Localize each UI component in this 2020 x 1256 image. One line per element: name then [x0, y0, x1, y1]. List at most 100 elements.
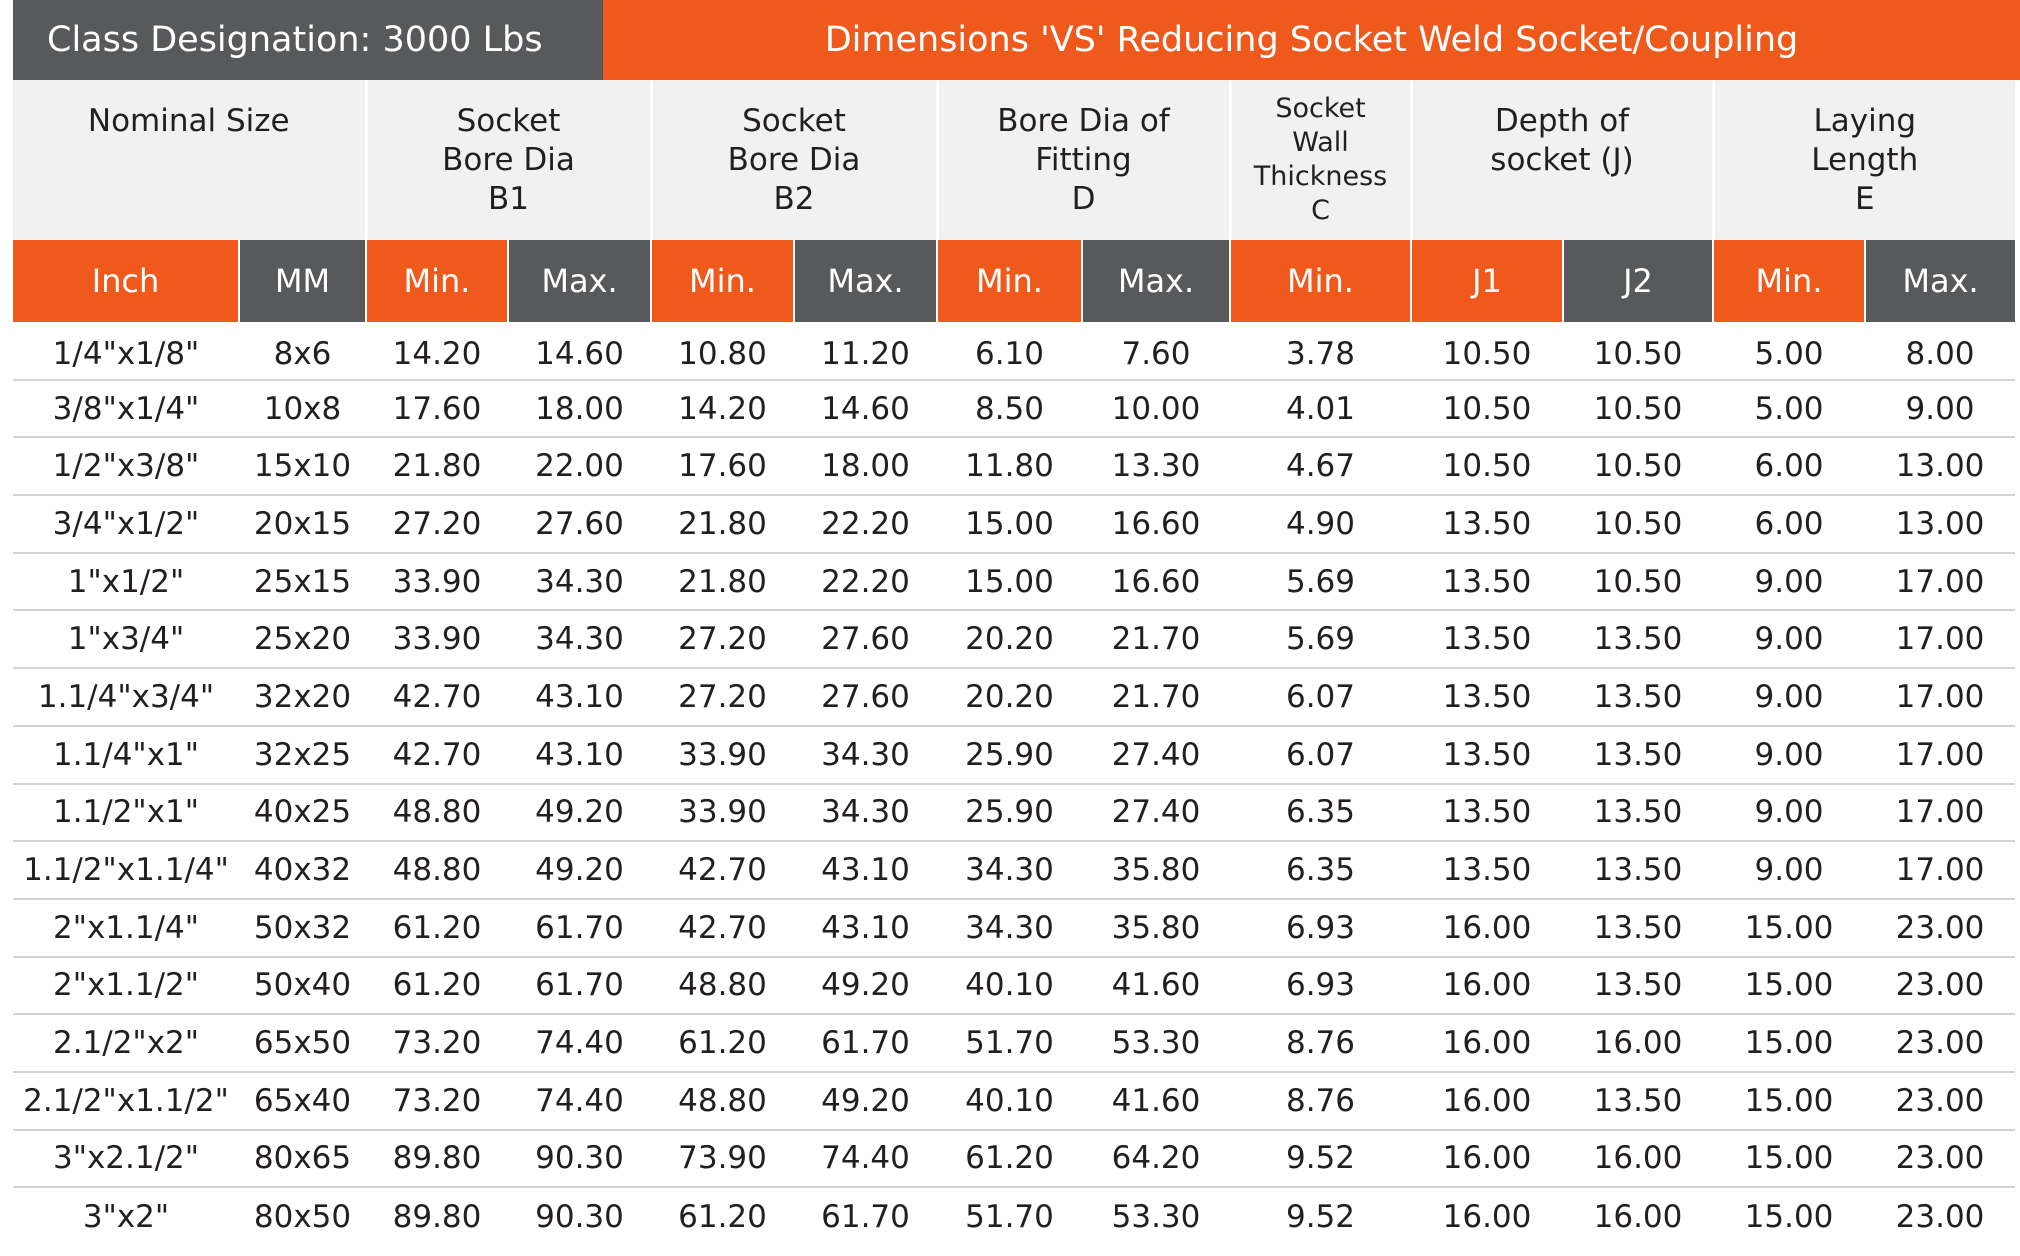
- cell-j1: 10.50: [1411, 437, 1563, 497]
- cell-b2-max: 27.60: [794, 668, 937, 727]
- cell-e-max: 23.00: [1865, 1129, 2016, 1189]
- cell-c-min: 4.67: [1230, 437, 1411, 497]
- cell-d-min: 20.20: [937, 610, 1082, 670]
- cell-b1-min: 61.20: [366, 898, 508, 958]
- cell-b2-min: 61.20: [651, 1014, 794, 1073]
- sub-header-b2-max: Max.: [794, 240, 938, 322]
- cell-d-min: 11.80: [937, 437, 1082, 497]
- cell-b2-max: 22.20: [794, 495, 937, 554]
- cell-c-min: 4.90: [1230, 495, 1411, 554]
- cell-j1: 16.00: [1442, 1198, 1532, 1235]
- sub-header-e-min: Min.: [1713, 240, 1867, 322]
- table-row: 1"x3/4" 25x20 33.90 34.30 27.20 27.60 20.20 21.…: [13, 610, 2016, 670]
- cell-b2-min: 48.80: [651, 956, 794, 1016]
- cell-j2: 10.50: [1563, 379, 1714, 439]
- cell-b1-max: 34.30: [508, 552, 651, 612]
- sub-header-row: Inch MM Min. Max. Min. Max. Min. Max. Mi…: [13, 240, 2016, 322]
- cell-j1: 16.00: [1411, 1014, 1563, 1073]
- cell-inch: 1.1/2"x1.1/4": [13, 841, 239, 900]
- cell-c-min: 3.78: [1230, 322, 1411, 381]
- cell-b2-min: 33.90: [651, 783, 794, 843]
- cell-d-max: 64.20: [1082, 1129, 1230, 1189]
- cell-d-max: 16.60: [1082, 495, 1230, 554]
- header-j-line: socket (J): [1490, 142, 1634, 178]
- cell-mm: 65x50: [239, 1014, 366, 1073]
- cell-c-min: 5.69: [1230, 610, 1411, 670]
- cell-j2: 10.50: [1563, 495, 1714, 554]
- cell-b1-min: 42.70: [366, 725, 508, 785]
- cell-b1-min: 89.80: [366, 1129, 508, 1189]
- cell-e-max: 23.00: [1865, 898, 2016, 958]
- cell-b2-min: 21.80: [651, 495, 794, 554]
- cell-e-min: 9.00: [1713, 610, 1866, 670]
- cell-c-min: 9.52: [1230, 1129, 1411, 1189]
- header-d-line: D: [1071, 181, 1096, 217]
- cell-b1-max: 49.20: [508, 783, 651, 843]
- cell-d-min: 15.00: [937, 495, 1082, 554]
- header-b2-line: B2: [773, 181, 815, 217]
- cell-j2: 13.50: [1563, 783, 1714, 843]
- cell-b2-max: 61.70: [821, 1198, 910, 1235]
- cell-j1: 13.50: [1411, 725, 1563, 785]
- cell-e-min: 9.00: [1713, 783, 1866, 843]
- cell-b2-min: 17.60: [651, 437, 794, 497]
- header-j-line: Depth of: [1494, 103, 1630, 139]
- cell-e-min: 9.00: [1713, 725, 1866, 785]
- header-b2-line: Socket: [742, 103, 846, 139]
- cell-c-min: 6.93: [1230, 956, 1411, 1016]
- cell-j1: 13.50: [1411, 783, 1563, 843]
- cell-mm: 80x65: [239, 1129, 366, 1189]
- cell-e-min: 5.00: [1713, 322, 1866, 381]
- cell-b1-max: 74.40: [508, 1014, 651, 1073]
- cell-b1-min: 21.80: [366, 437, 508, 497]
- cell-inch: 1.1/2"x1": [13, 783, 239, 843]
- cell-d-min: 20.20: [937, 668, 1082, 727]
- cell-b2-max: 43.10: [794, 841, 937, 900]
- sub-header-j1: J1: [1411, 240, 1564, 322]
- group-header-row: Nominal Size Socket Bore Dia B1 Socket B…: [13, 80, 2016, 240]
- cell-j2: 13.50: [1563, 1071, 1714, 1131]
- cell-b2-min: 42.70: [651, 841, 794, 900]
- cell-b2-max: 43.10: [794, 898, 937, 958]
- cell-b1-max: 18.00: [508, 379, 651, 439]
- dimensions-table: Nominal Size Socket Bore Dia B1 Socket B…: [13, 80, 2016, 1245]
- table-row: 1/2"x3/8" 15x10 21.80 22.00 17.60 18.00 11.80 1…: [13, 437, 2016, 497]
- cell-inch: 1.1/4"x3/4": [13, 668, 239, 727]
- header-c-line: Wall: [1292, 127, 1349, 158]
- cell-mm: 32x25: [239, 725, 366, 785]
- class-designation-title: Class Designation: 3000 Lbs: [13, 0, 603, 80]
- cell-b2-min: 61.20: [678, 1198, 767, 1235]
- cell-j1: 13.50: [1411, 552, 1563, 612]
- cell-e-max: 13.00: [1865, 437, 2016, 497]
- cell-b1-max: 74.40: [508, 1071, 651, 1131]
- sub-header-mm: MM: [239, 240, 367, 322]
- cell-e-min: 6.00: [1713, 437, 1866, 497]
- cell-d-max: 35.80: [1082, 898, 1230, 958]
- cell-b1-max: 43.10: [508, 725, 651, 785]
- table-row: 2.1/2"x1.1/2" 65x40 73.20 74.40 48.80 49.20 40…: [13, 1071, 2016, 1131]
- cell-e-max: 8.00: [1865, 322, 2016, 381]
- cell-mm: 80x50: [253, 1198, 352, 1235]
- cell-j1: 16.00: [1411, 898, 1563, 958]
- cell-mm: 25x15: [239, 552, 366, 612]
- cell-d-min: 51.70: [965, 1198, 1054, 1235]
- cell-j2: 13.50: [1563, 668, 1714, 727]
- table-row: 1.1/2"x1.1/4" 40x32 48.80 49.20 42.70 43.10 34…: [13, 841, 2016, 900]
- cell-d-max: 41.60: [1082, 1071, 1230, 1131]
- cell-d-min: 34.30: [937, 898, 1082, 958]
- cell-inch: 3"x2.1/2": [13, 1129, 239, 1189]
- cell-d-min: 51.70: [937, 1014, 1082, 1073]
- cell-j1: 16.00: [1411, 956, 1563, 1016]
- cell-j1: 10.50: [1411, 322, 1563, 381]
- cell-d-max: 53.30: [1111, 1198, 1201, 1235]
- cell-e-max: 9.00: [1865, 379, 2016, 439]
- cell-j2: 16.00: [1563, 1129, 1714, 1189]
- cell-b2-max: 74.40: [794, 1129, 937, 1189]
- cell-j1: 13.50: [1411, 841, 1563, 900]
- cell-b1-min: 33.90: [366, 552, 508, 612]
- cell-b2-max: 22.20: [794, 552, 937, 612]
- header-d-line: Fitting: [1035, 142, 1132, 178]
- cell-j1: 16.00: [1411, 1071, 1563, 1131]
- header-e-line: E: [1854, 181, 1875, 217]
- cell-d-min: 25.90: [937, 725, 1082, 785]
